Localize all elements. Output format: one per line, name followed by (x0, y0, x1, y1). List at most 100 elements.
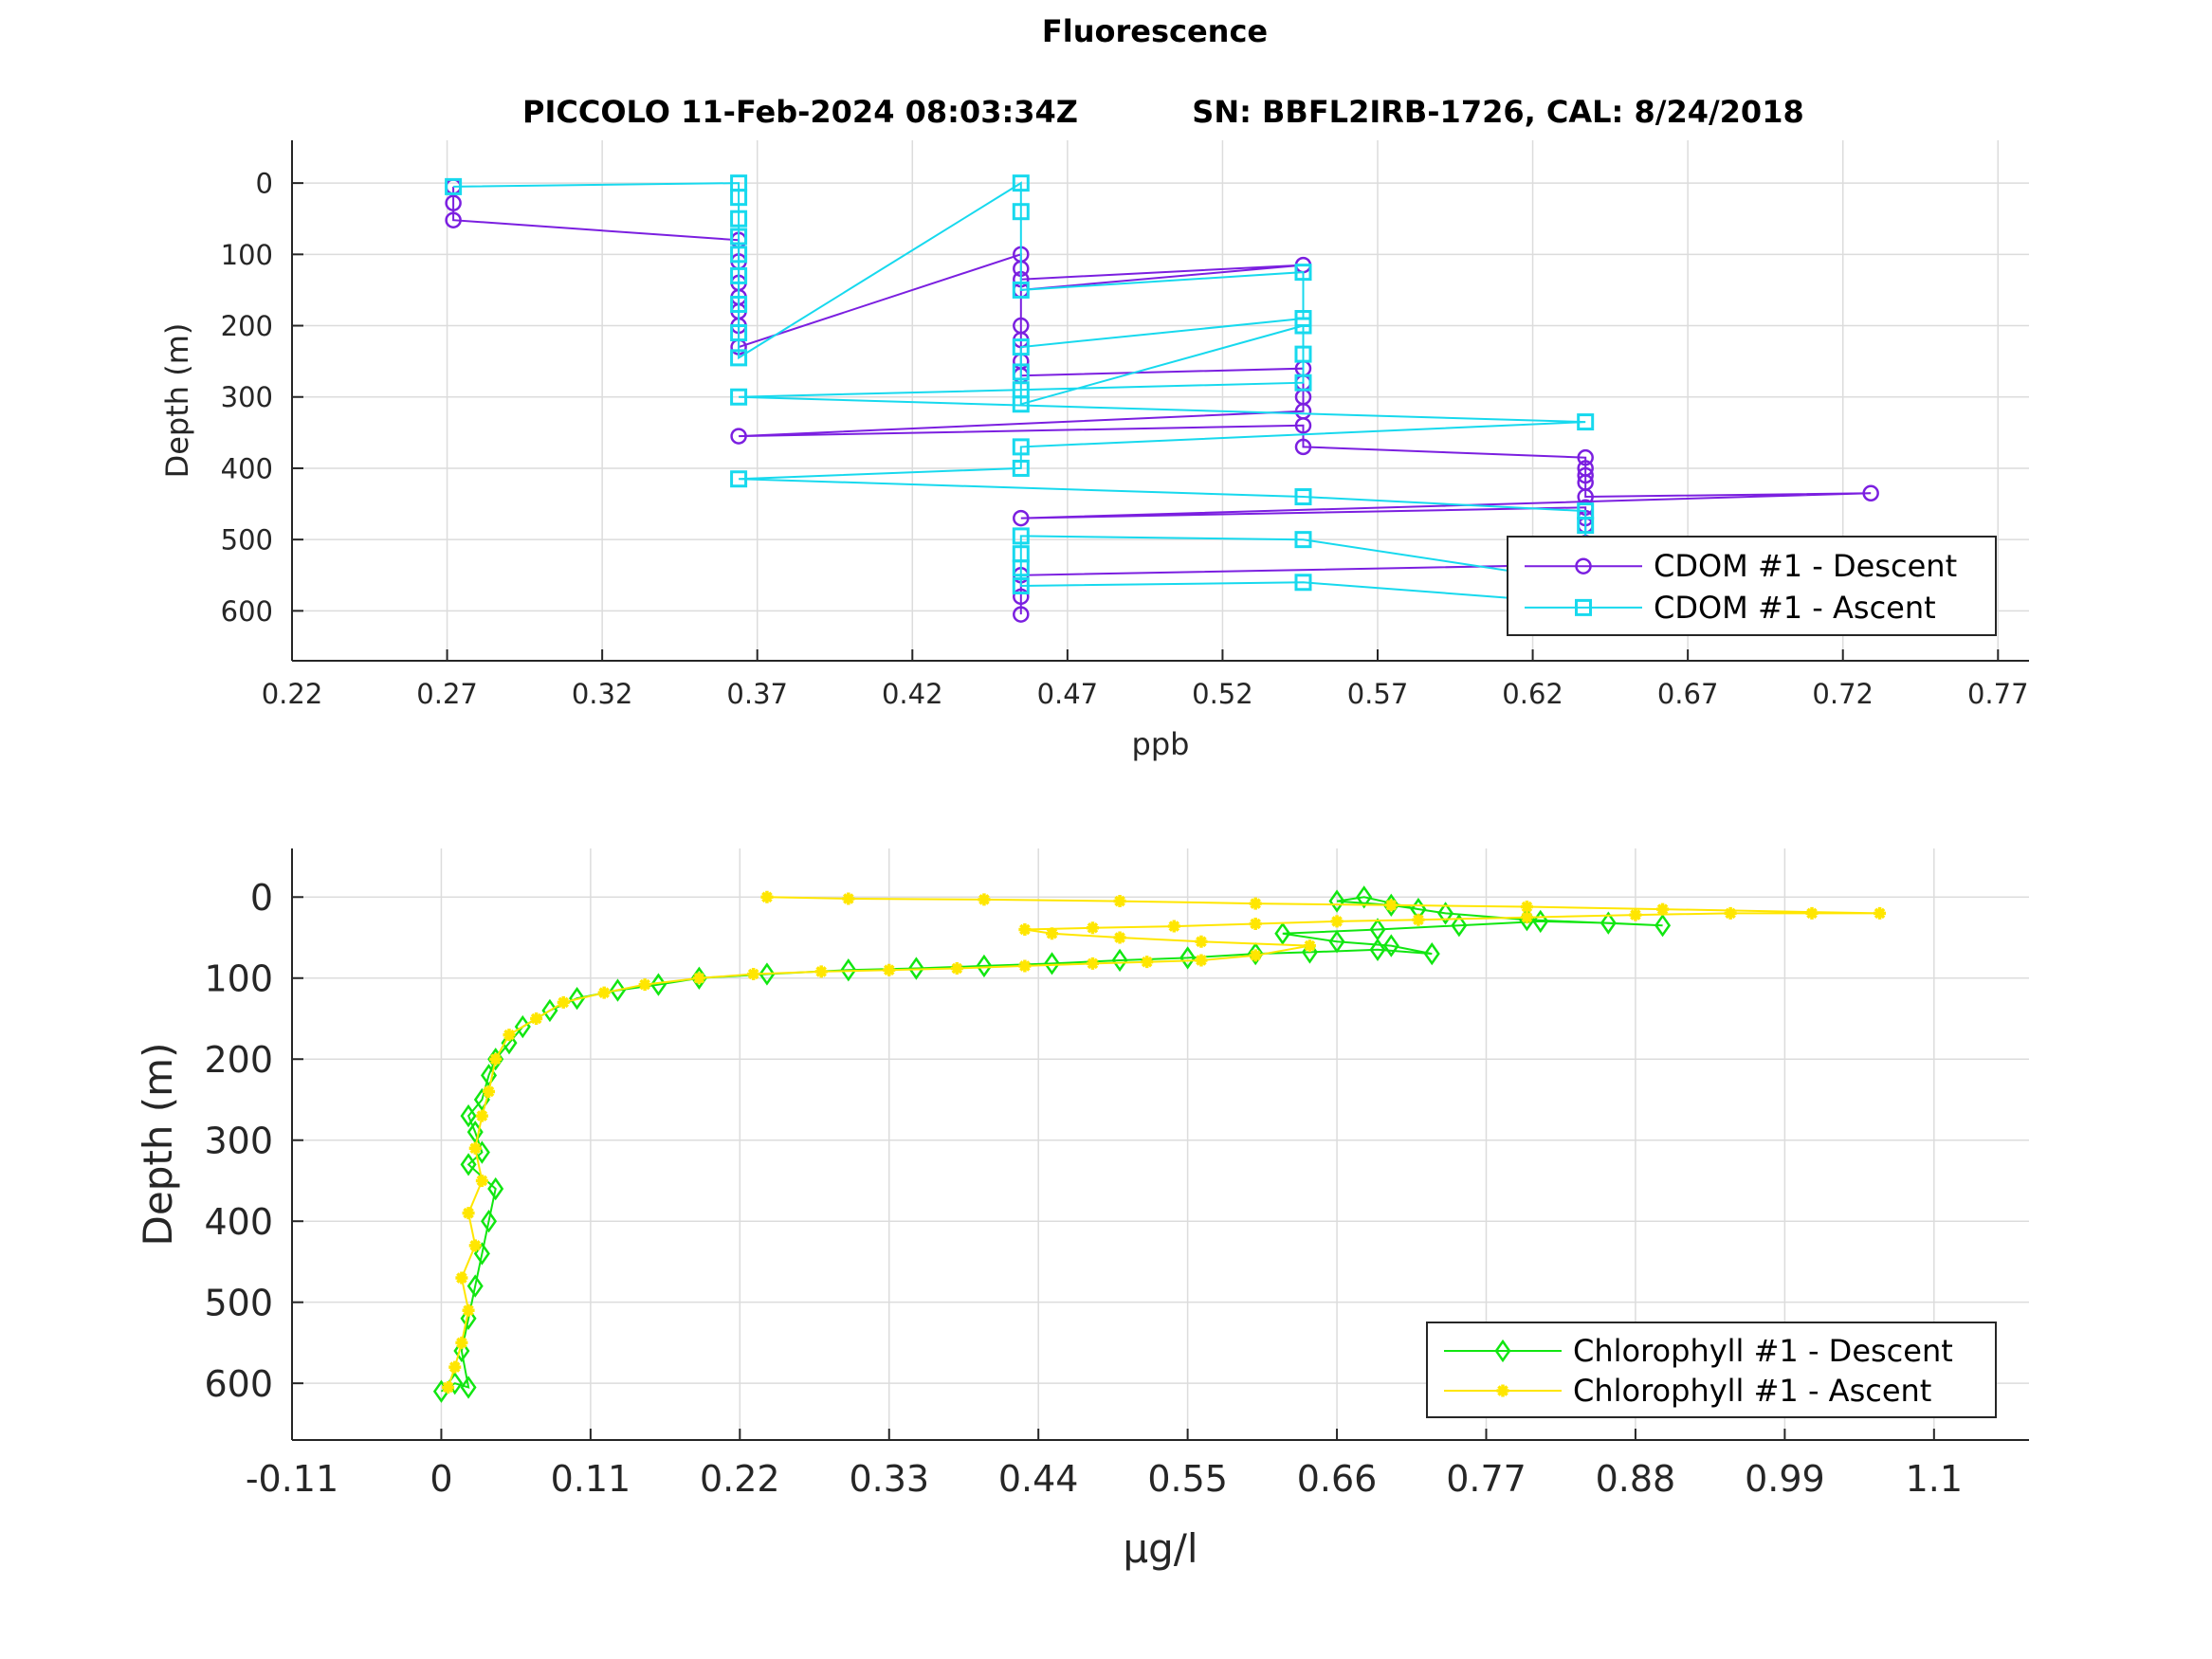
chlorophyll-series-1-marker-1 (448, 1360, 462, 1374)
chlorophyll-series-1-marker-22 (1018, 959, 1032, 973)
chlorophyll-chart: -0.11 0 0.11 0.22 0.33 0.44 0.55 0.66 0.77 0.88 0.… (135, 848, 2029, 1572)
cdom-series-0-marker-2 (445, 211, 462, 228)
chlorophyll-series-0-marker-45 (1328, 889, 1345, 913)
cdom-x-tick-label-9: 0.67 (1657, 678, 1719, 710)
cdom-series-1-marker-26 (730, 470, 748, 488)
chlorophyll-y-tick-label-2: 200 (204, 1039, 273, 1081)
chlorophyll-series-1-marker-42 (1656, 902, 1670, 916)
cdom-y-tick-label-5: 500 (221, 524, 273, 556)
chlorophyll-series-1-marker-38 (1629, 908, 1642, 921)
chlorophyll-y-tick-label-3: 300 (204, 1120, 273, 1161)
chlorophyll-series-1-marker-47 (978, 893, 991, 906)
chlorophyll-series-0-marker-16 (501, 1030, 518, 1055)
chlorophyll-legend-swatch-0-marker-0 (1494, 1339, 1511, 1363)
chlorophyll-series-0-marker-6 (473, 1242, 490, 1266)
chlorophyll-series-1-marker-33 (1167, 920, 1180, 933)
cdom-y-tick-label-6: 600 (221, 595, 273, 628)
figure-subtitle-left: PICCOLO 11-Feb-2024 08:03:34Z (522, 94, 1078, 130)
cdom-series-0-marker-31 (1862, 484, 1879, 502)
cdom-x-tick-label-4: 0.42 (882, 678, 943, 710)
chlorophyll-series-1-marker-39 (1724, 906, 1737, 920)
cdom-series-1-marker-0 (445, 177, 463, 195)
chlorophyll-series-1-marker-28 (1195, 935, 1208, 948)
chlorophyll-x-axis-label: μg/l (1123, 1525, 1197, 1572)
chlorophyll-series-1-marker-37 (1520, 911, 1533, 924)
cdom-legend-swatch-0-marker-0 (1575, 557, 1592, 574)
cdom-legend-box (1507, 536, 1997, 636)
chlorophyll-series-1-marker-19 (814, 965, 828, 978)
chlorophyll-series-0-marker-40 (1600, 911, 1617, 935)
chlorophyll-legend-box (1426, 1322, 1997, 1418)
chlorophyll-series-1-marker-2 (455, 1336, 468, 1349)
cdom-y-axis-label: Depth (m) (159, 323, 195, 479)
chlorophyll-series-0-marker-26 (976, 954, 993, 978)
cdom-legend-swatch-1-marker-0 (1575, 598, 1592, 616)
chlorophyll-x-tick-label-5: 0.44 (998, 1458, 1079, 1500)
chlorophyll-x-tick-label-2: 0.11 (551, 1458, 631, 1500)
chlorophyll-series-1-marker-43 (1520, 901, 1533, 914)
chlorophyll-x-tick-label-11: 1.1 (1906, 1458, 1963, 1500)
cdom-chart: 0.22 0.27 0.32 0.37 0.42 0.47 0.52 0.57 0.62 0.67… (159, 140, 2029, 762)
cdom-series-0-marker-40 (1013, 606, 1030, 623)
chlorophyll-series-0-marker-38 (1451, 914, 1468, 938)
chlorophyll-series-1-marker-15 (597, 986, 611, 999)
chlorophyll-series-1-marker-21 (950, 962, 963, 975)
cdom-series-1-marker-10 (1012, 174, 1030, 192)
chlorophyll-series-1-marker-12 (503, 1029, 516, 1042)
chlorophyll-series-1-marker-11 (489, 1052, 503, 1066)
chlorophyll-series-1-marker-17 (692, 972, 705, 985)
chlorophyll-series-1-marker-18 (747, 967, 760, 980)
cdom-series-1-marker-24 (1012, 438, 1030, 456)
chlorophyll-series-1-marker-27 (1303, 939, 1316, 953)
cdom-series-1-marker-33 (1012, 527, 1030, 545)
chlorophyll-series-0-marker-3 (453, 1339, 470, 1363)
chlorophyll-y-tick-label-6: 600 (204, 1363, 273, 1405)
chlorophyll-legend-label-1: Chlorophyll #1 - Ascent (1573, 1373, 1931, 1409)
chlorophyll-series-0-marker-19 (569, 986, 586, 1011)
chlorophyll-x-tick-label-3: 0.22 (700, 1458, 780, 1500)
cdom-y-tick-label-3: 300 (221, 381, 273, 413)
cdom-series-1-marker-9 (730, 349, 748, 367)
chlorophyll-series-0-marker-33 (1423, 941, 1440, 966)
cdom-x-tick-label-11: 0.77 (1967, 678, 2029, 710)
chlorophyll-series-0-marker-21 (649, 973, 667, 996)
cdom-legend: CDOM #1 - Descent CDOM #1 - Ascent (1507, 536, 1997, 636)
cdom-series-1-marker-21 (1294, 374, 1312, 392)
chlorophyll-series-1-marker-0 (442, 1380, 455, 1394)
cdom-x-tick-label-3: 0.37 (726, 678, 788, 710)
cdom-series-0-marker-23 (730, 428, 747, 445)
chlorophyll-series-1-marker-46 (1113, 895, 1126, 908)
cdom-y-tick-label-0: 0 (256, 168, 273, 200)
cdom-x-tick-label-8: 0.62 (1502, 678, 1563, 710)
chlorophyll-x-tick-label-6: 0.55 (1147, 1458, 1228, 1500)
cdom-y-tick-label-2: 200 (221, 310, 273, 342)
cdom-series-0-marker-32 (1013, 509, 1030, 527)
chlorophyll-series-1 (442, 890, 1887, 1394)
cdom-x-tick-label-6: 0.52 (1192, 678, 1253, 710)
chlorophyll-series-1-marker-9 (475, 1109, 488, 1122)
chlorophyll-series-0-marker-4 (460, 1306, 477, 1330)
chlorophyll-series-1-marker-14 (557, 995, 570, 1009)
cdom-x-tick-label-7: 0.57 (1347, 678, 1409, 710)
cdom-series-0-marker-24 (1294, 417, 1312, 434)
chlorophyll-y-tick-label-5: 500 (204, 1282, 273, 1323)
cdom-series-1-marker-5 (730, 246, 748, 264)
chlorophyll-series-0-marker-35 (1328, 930, 1345, 954)
chlorophyll-series-1-marker-35 (1330, 915, 1344, 928)
chlorophyll-legend: Chlorophyll #1 - Descent Chlorophyll #1 -… (1426, 1322, 1997, 1418)
cdom-y-tick-label-4: 400 (221, 452, 273, 484)
chlorophyll-series-0-marker-25 (907, 957, 924, 980)
chlorophyll-series-0-marker-43 (1437, 902, 1454, 925)
chlorophyll-series-1-marker-29 (1113, 931, 1126, 944)
cdom-series-1-marker-29 (1577, 517, 1595, 535)
chlorophyll-series-1-marker-5 (468, 1239, 482, 1252)
cdom-series-1-marker-8 (730, 324, 748, 342)
chlorophyll-series-0-marker-27 (1043, 952, 1061, 975)
cdom-series-1-marker-16 (1012, 363, 1030, 381)
chlorophyll-series-1-marker-6 (462, 1207, 475, 1220)
cdom-series-0-marker-1 (445, 194, 462, 211)
chlorophyll-y-tick-label-0: 0 (250, 877, 273, 919)
chlorophyll-series-1-marker-8 (468, 1141, 482, 1155)
chlorophyll-series-1-marker-23 (1086, 957, 1099, 970)
chlorophyll-series-0-marker-36 (1274, 921, 1291, 945)
